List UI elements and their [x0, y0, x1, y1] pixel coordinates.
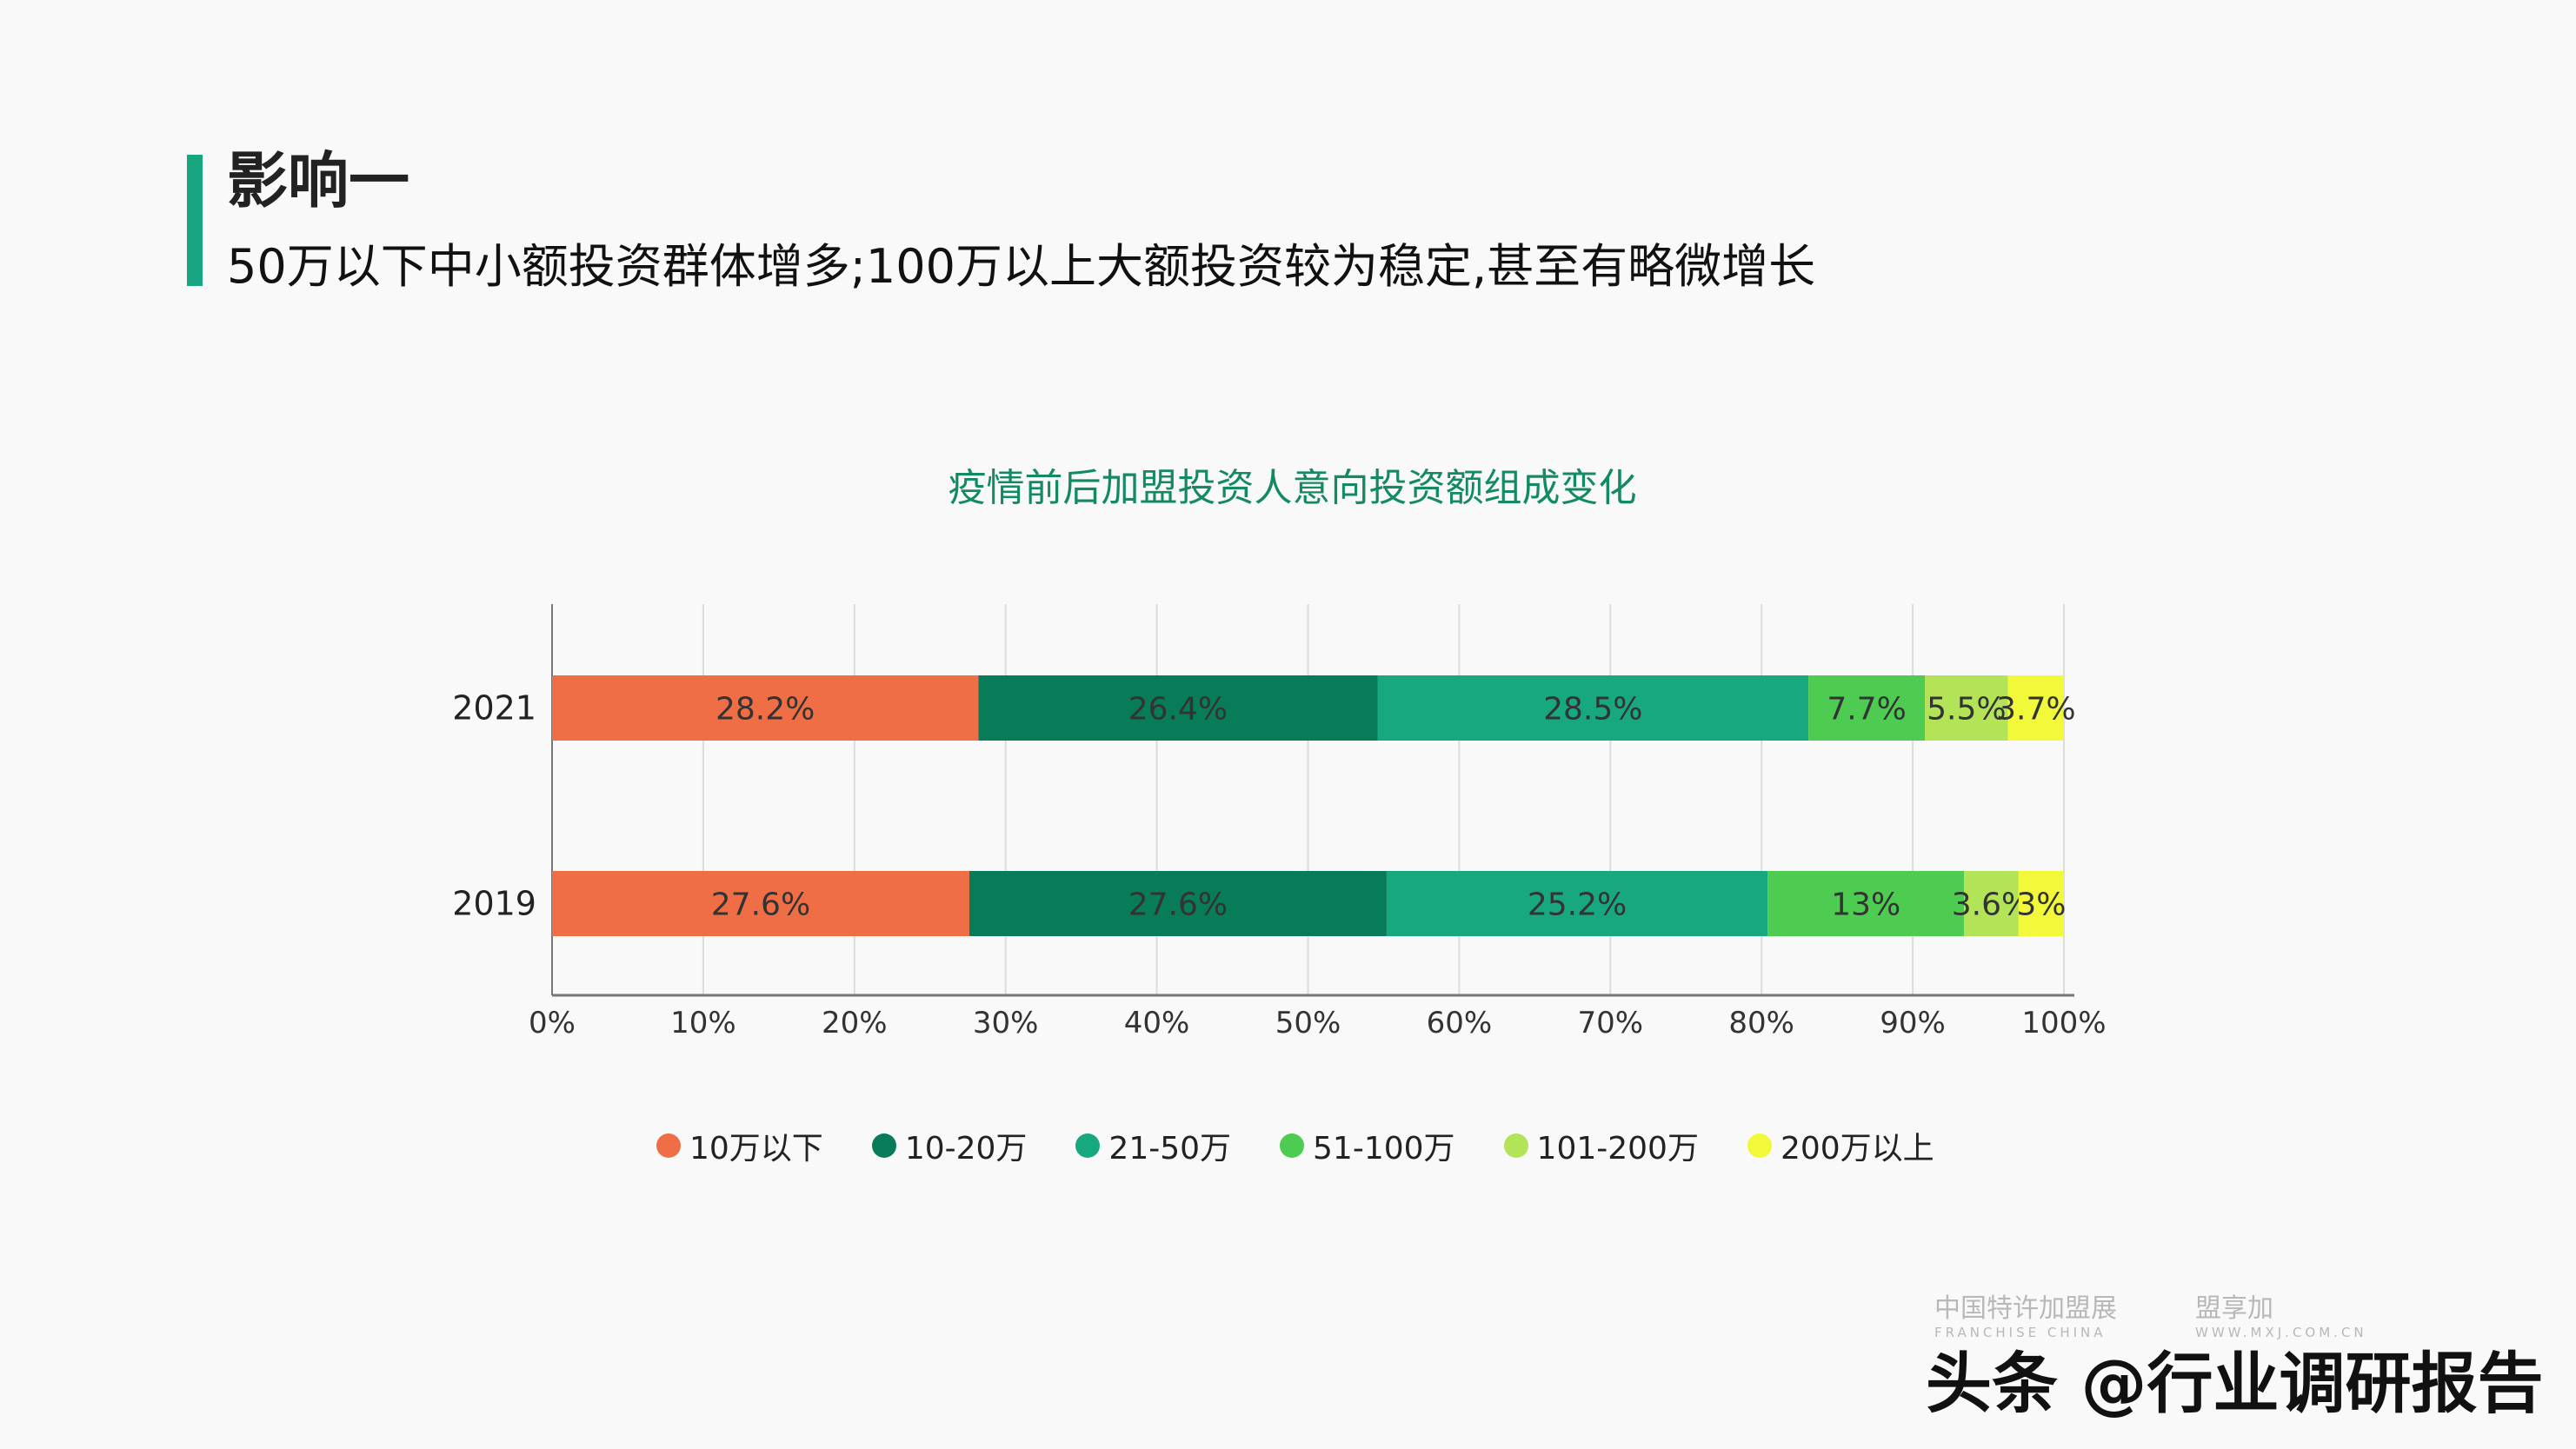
bar-segment	[552, 675, 979, 741]
x-tick-label: 30%	[973, 1006, 1039, 1040]
legend-label: 21-50万	[1108, 1131, 1232, 1167]
x-tick-label: 70%	[1578, 1006, 1644, 1040]
legend-item: 10万以下	[656, 1123, 823, 1168]
bar-segment	[2007, 675, 2064, 741]
bar-segment	[1925, 675, 2008, 741]
legend-marker	[656, 1133, 681, 1158]
chart-title: 疫情前后加盟投资人意向投资额组成变化	[948, 466, 1637, 510]
data-label: 28.5%	[1543, 692, 1642, 728]
x-tick-label: 20%	[822, 1006, 888, 1040]
bar-segment	[1377, 675, 1809, 741]
credit-watermark: 头条 @行业调研报告	[1926, 1345, 2544, 1422]
legend-marker	[1747, 1133, 1772, 1158]
bar-segment	[1767, 871, 1965, 936]
legend-item: 200万以上	[1747, 1123, 1934, 1168]
x-tick-label: 40%	[1124, 1006, 1190, 1040]
legend-marker	[1280, 1133, 1305, 1158]
data-label: 26.4%	[1128, 692, 1228, 728]
legend-marker	[1075, 1133, 1101, 1158]
title-accent-bar	[187, 155, 203, 286]
x-tick-label: 0%	[529, 1006, 576, 1040]
data-label: 3%	[2016, 887, 2066, 923]
bar-segment	[552, 871, 969, 936]
data-label: 27.6%	[1128, 887, 1228, 923]
legend-label: 200万以上	[1780, 1131, 1934, 1167]
legend-label: 101-200万	[1536, 1131, 1699, 1167]
mxj-logo: 盟享加 WWW.MXJ.COM.CN	[2195, 1293, 2367, 1340]
bar-segment	[1808, 675, 1926, 741]
data-label: 3.7%	[1996, 692, 2075, 728]
franchise-china-logo: 中国特许加盟展 FRANCHISE CHINA	[1934, 1293, 2117, 1340]
legend-label: 51-100万	[1313, 1131, 1455, 1167]
chart-legend: 10万以下 10-20万 21-50万 51-100万 101-200万 200万以上	[656, 1123, 1983, 1168]
legend-item: 10-20万	[871, 1123, 1028, 1168]
x-tick-label: 60%	[1427, 1006, 1493, 1040]
legend-marker	[1503, 1133, 1528, 1158]
x-tick-label: 100%	[2021, 1006, 2106, 1040]
bar-segment	[1386, 871, 1768, 936]
bar-segment	[978, 675, 1378, 741]
legend-item: 101-200万	[1503, 1123, 1699, 1168]
data-label: 25.2%	[1528, 887, 1627, 923]
x-tick-label: 50%	[1275, 1006, 1341, 1040]
data-label: 28.2%	[716, 692, 815, 728]
bar-segment	[2018, 871, 2064, 936]
x-tick-label: 90%	[1880, 1006, 1946, 1040]
y-category-label: 2021	[452, 689, 536, 728]
y-category-label: 2019	[452, 885, 536, 923]
page-title: 影响一	[227, 145, 409, 216]
bar-segment	[968, 871, 1387, 936]
legend-marker	[871, 1133, 896, 1158]
bar-segment	[1964, 871, 2019, 936]
data-label: 27.6%	[711, 887, 810, 923]
data-label: 5.5%	[1927, 692, 2006, 728]
legend-label: 10万以下	[689, 1131, 823, 1167]
page-subtitle: 50万以下中小额投资群体增多;100万以上大额投资较为稳定,甚至有略微增长	[227, 239, 1816, 294]
data-label: 3.6%	[1952, 887, 2031, 923]
data-label: 7.7%	[1827, 692, 1906, 728]
legend-item: 21-50万	[1075, 1123, 1231, 1168]
legend-label: 10-20万	[904, 1131, 1028, 1167]
legend-item: 51-100万	[1280, 1123, 1455, 1168]
data-label: 13%	[1831, 887, 1900, 923]
x-tick-label: 10%	[670, 1006, 736, 1040]
x-tick-label: 80%	[1728, 1006, 1794, 1040]
